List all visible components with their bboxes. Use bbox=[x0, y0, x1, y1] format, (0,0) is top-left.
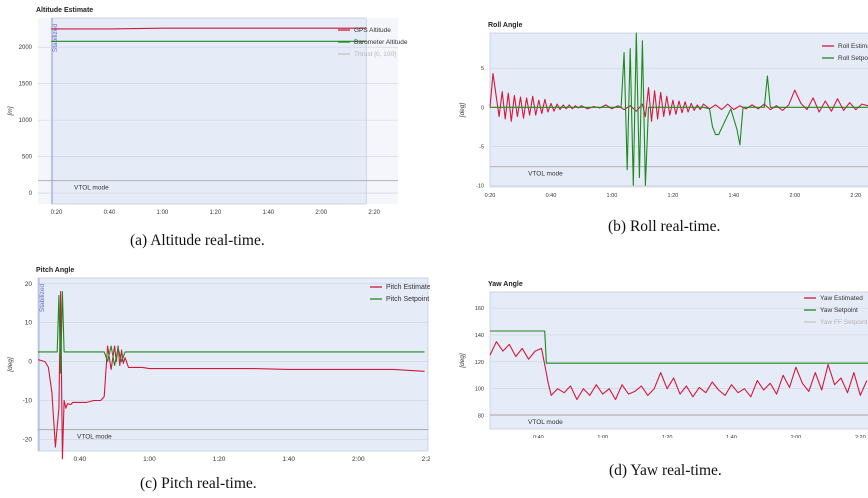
legend-label: Roll Estimated bbox=[838, 43, 868, 50]
legend-label: GPS Altitude bbox=[354, 27, 391, 34]
x-tick-label: 1:00 bbox=[597, 435, 608, 438]
panel-roll: -10 -5 0 5 0:20 0:40 1:00 1:20 1:40 2:00 2:20 Roll … bbox=[438, 0, 868, 255]
altitude-chart: 0 500 1000 1500 2000 0:20 0:40 1:00 1:20 1:40 2:00… bbox=[7, 7, 408, 216]
panel-altitude: 0 500 1000 1500 2000 0:20 0:40 1:00 1:20 1:40 2:00… bbox=[0, 0, 430, 255]
chart-title: Yaw Angle bbox=[488, 281, 523, 288]
x-tick-label: 1:00 bbox=[607, 193, 618, 199]
legend-label: Yaw FF Setpoint [deg/s] bbox=[820, 319, 868, 326]
y-axis-label: [m] bbox=[7, 106, 14, 116]
x-tick-label: 2:00 bbox=[791, 435, 802, 438]
y-tick-label: 0 bbox=[481, 105, 484, 111]
y-axis-label: [deg] bbox=[7, 357, 14, 373]
x-tick-label: 0:40 bbox=[533, 435, 544, 438]
chart-title: Altitude Estimate bbox=[36, 7, 93, 14]
panel-pitch: -20 -10 0 10 20 0:40 1:00 1:20 1:40 2:00 2:20 Pitch… bbox=[0, 258, 430, 498]
y-axis-label: [deg] bbox=[459, 353, 466, 369]
y-tick-label: 10 bbox=[25, 320, 33, 327]
x-tick-label: 1:40 bbox=[728, 193, 739, 199]
y-tick-label: 120 bbox=[475, 360, 484, 366]
pitch-chart: -20 -10 0 10 20 0:40 1:00 1:20 1:40 2:00 2:20 Pitch… bbox=[7, 267, 430, 463]
stabilized-label: Stabilized bbox=[52, 24, 59, 53]
y-tick-label: 0 bbox=[28, 359, 32, 366]
stabilized-label: Stabilized bbox=[39, 284, 46, 313]
y-tick-label: -5 bbox=[479, 144, 484, 150]
y-tick-label: -20 bbox=[23, 436, 33, 443]
altitude-caption: (a) Altitude real-time. bbox=[130, 232, 265, 249]
x-tick-label: 2:20 bbox=[850, 193, 861, 199]
roll-chart: -10 -5 0 5 0:20 0:40 1:00 1:20 1:40 2:00 2:20 Roll … bbox=[459, 22, 868, 199]
x-tick-label: 0:40 bbox=[73, 456, 86, 463]
x-tick-label: 2:00 bbox=[315, 210, 327, 216]
chart-title: Pitch Angle bbox=[36, 267, 74, 274]
x-tick-label: 1:40 bbox=[726, 435, 737, 438]
x-tick-label: 0:40 bbox=[104, 210, 116, 216]
y-tick-label: 80 bbox=[478, 414, 484, 420]
y-tick-label: 140 bbox=[475, 333, 484, 339]
legend-label: Yaw Estimated bbox=[820, 295, 863, 302]
series-line-roll-estimated bbox=[489, 73, 868, 122]
legend-label: Barometer Altitude bbox=[354, 39, 408, 46]
legend-label: Yaw Setpoint bbox=[820, 307, 858, 314]
y-tick-label: 1000 bbox=[19, 118, 33, 124]
x-tick-label: 2:20 bbox=[422, 456, 430, 463]
y-axis-label: [deg] bbox=[459, 103, 466, 119]
legend-label: Pitch Setpoint bbox=[386, 296, 429, 303]
legend-label: Pitch Estimated bbox=[386, 284, 430, 291]
x-tick-label: 0:40 bbox=[546, 193, 557, 199]
y-tick-label: 500 bbox=[22, 155, 33, 161]
x-tick-label: 1:20 bbox=[213, 456, 226, 463]
plot-area bbox=[37, 277, 429, 452]
legend-label: Thrust [0, 100] bbox=[354, 51, 396, 58]
y-tick-label: 20 bbox=[25, 281, 33, 288]
x-tick-label: 1:40 bbox=[282, 456, 295, 463]
y-tick-label: 100 bbox=[475, 387, 484, 393]
y-tick-label: 0 bbox=[29, 191, 33, 197]
mode-label: VTOL mode bbox=[74, 185, 109, 192]
x-tick-label: 1:00 bbox=[143, 456, 156, 463]
x-tick-label: 2:20 bbox=[368, 210, 380, 216]
legend-label: Roll Setpoint bbox=[838, 55, 868, 62]
x-tick-label: 2:00 bbox=[352, 456, 365, 463]
mode-label: VTOL mode bbox=[528, 419, 563, 426]
chart-title: Roll Angle bbox=[488, 22, 522, 29]
series-line-gps-altitude bbox=[51, 27, 367, 30]
mode-label: VTOL mode bbox=[528, 171, 563, 178]
y-tick-label: 160 bbox=[475, 306, 484, 312]
y-tick-label: 2000 bbox=[19, 45, 33, 51]
y-tick-label: 1500 bbox=[19, 82, 33, 88]
y-tick-label: -10 bbox=[23, 397, 33, 404]
plot-area bbox=[50, 17, 367, 205]
plot-area bbox=[489, 32, 868, 188]
x-tick-label: 2:20 bbox=[855, 435, 866, 438]
series-line-yaw-estimated bbox=[489, 341, 868, 401]
roll-caption: (b) Roll real-time. bbox=[608, 218, 721, 235]
x-tick-label: 1:40 bbox=[262, 210, 274, 216]
mode-label: VTOL mode bbox=[77, 434, 112, 441]
series-line-roll-setpoint bbox=[490, 32, 868, 186]
x-tick-label: 1:00 bbox=[157, 210, 169, 216]
pitch-caption: (c) Pitch real-time. bbox=[140, 475, 257, 492]
series-line-pitch-estimated bbox=[37, 291, 425, 460]
plot-area bbox=[489, 291, 868, 430]
series-line-yaw-setpoint bbox=[490, 330, 868, 364]
x-tick-label: 1:20 bbox=[662, 435, 673, 438]
yaw-chart: 80 100 120 140 160 0:40 1:00 1:20 1:40 2:00 2:20 Ya… bbox=[459, 281, 868, 438]
y-tick-label: 5 bbox=[481, 66, 484, 72]
x-tick-label: 1:20 bbox=[668, 193, 679, 199]
x-tick-label: 0:20 bbox=[51, 210, 63, 216]
yaw-caption: (d) Yaw real-time. bbox=[609, 462, 722, 479]
x-tick-label: 1:20 bbox=[210, 210, 222, 216]
x-tick-label: 0:20 bbox=[485, 193, 496, 199]
panel-yaw: 80 100 120 140 160 0:40 1:00 1:20 1:40 2:00 2:20 Ya… bbox=[438, 258, 868, 498]
y-tick-label: -10 bbox=[476, 183, 484, 189]
series-line-pitch-setpoint bbox=[38, 291, 425, 374]
x-tick-label: 2:00 bbox=[789, 193, 800, 199]
